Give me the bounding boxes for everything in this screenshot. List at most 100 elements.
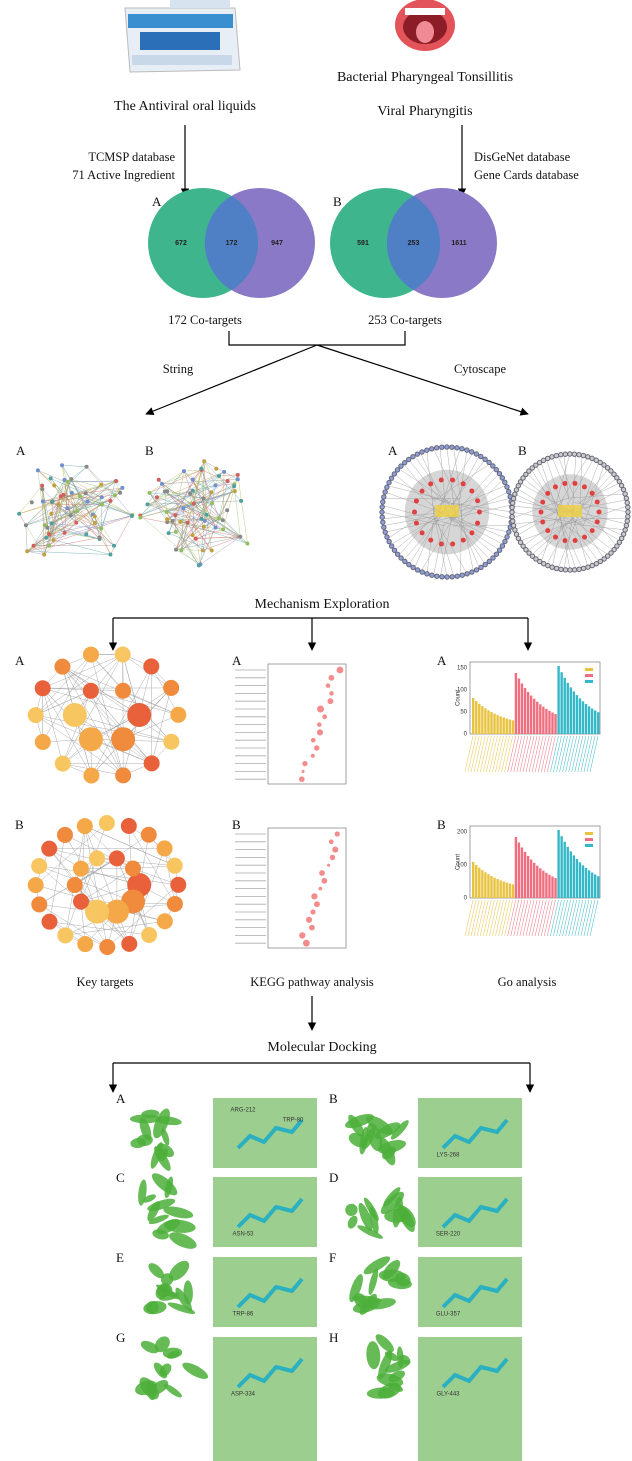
node bbox=[577, 452, 581, 456]
helix bbox=[346, 1214, 360, 1230]
dot bbox=[303, 940, 310, 947]
arrow bbox=[146, 345, 317, 414]
bar bbox=[591, 709, 593, 734]
tool-label: String bbox=[163, 362, 194, 376]
node bbox=[28, 707, 44, 723]
bracket bbox=[229, 331, 405, 345]
bar bbox=[499, 880, 501, 898]
node bbox=[83, 768, 99, 784]
dot bbox=[337, 667, 344, 674]
source-title: The Antiviral oral liquids bbox=[114, 99, 256, 114]
tool-label: Cytoscape bbox=[454, 362, 507, 376]
bar bbox=[567, 847, 569, 898]
node bbox=[41, 499, 45, 503]
bar bbox=[576, 859, 578, 898]
node bbox=[595, 519, 600, 524]
node bbox=[217, 474, 221, 478]
node bbox=[120, 486, 124, 490]
figure: The Antiviral oral liquids Bacterial Pha… bbox=[0, 0, 632, 1461]
node bbox=[59, 494, 63, 498]
panel-letter: C bbox=[116, 1170, 125, 1185]
node bbox=[415, 452, 419, 456]
node bbox=[428, 481, 433, 486]
node bbox=[407, 562, 411, 566]
node bbox=[163, 490, 167, 494]
dot bbox=[317, 722, 322, 727]
panel-letter: A bbox=[232, 653, 242, 668]
node bbox=[582, 484, 587, 489]
bar bbox=[585, 868, 587, 898]
venn-caption: 172 Co-targets bbox=[168, 313, 242, 327]
dot bbox=[311, 738, 316, 743]
node bbox=[163, 680, 179, 696]
bar bbox=[557, 666, 559, 734]
panel-letter: F bbox=[329, 1250, 336, 1265]
node bbox=[36, 468, 40, 472]
node bbox=[118, 491, 122, 495]
node bbox=[420, 489, 425, 494]
node bbox=[510, 505, 514, 509]
legend-key bbox=[585, 838, 593, 841]
node bbox=[500, 476, 504, 480]
node bbox=[47, 544, 51, 548]
dot bbox=[330, 855, 335, 860]
bar bbox=[573, 855, 575, 898]
dot bbox=[314, 745, 319, 750]
node bbox=[170, 877, 186, 893]
bar bbox=[518, 679, 520, 735]
dot bbox=[306, 917, 312, 923]
node bbox=[192, 502, 196, 506]
panel-letter: B bbox=[232, 817, 241, 832]
edge bbox=[39, 866, 178, 885]
bar bbox=[539, 868, 541, 898]
kegg-dotplot bbox=[235, 828, 346, 948]
bar bbox=[524, 852, 526, 898]
node bbox=[450, 445, 454, 449]
node bbox=[491, 464, 495, 468]
node bbox=[474, 452, 478, 456]
node bbox=[17, 512, 21, 516]
node bbox=[186, 521, 190, 525]
node bbox=[221, 518, 225, 522]
node bbox=[623, 492, 627, 496]
node bbox=[621, 487, 625, 491]
node bbox=[112, 544, 116, 548]
panel-letter: B bbox=[437, 817, 446, 832]
node bbox=[382, 525, 386, 529]
dot bbox=[299, 776, 305, 782]
node bbox=[77, 936, 93, 952]
node bbox=[50, 521, 54, 525]
residue-label: TRP-80 bbox=[283, 1118, 304, 1124]
node bbox=[194, 537, 198, 541]
bar bbox=[536, 702, 538, 734]
bar bbox=[490, 876, 492, 898]
node bbox=[402, 460, 406, 464]
dot bbox=[329, 691, 333, 695]
bar bbox=[548, 711, 550, 734]
node bbox=[178, 520, 182, 524]
bar bbox=[515, 673, 517, 734]
node bbox=[99, 939, 115, 955]
bar bbox=[548, 875, 550, 898]
bar bbox=[564, 678, 566, 734]
bar bbox=[591, 873, 593, 898]
edge bbox=[43, 688, 63, 763]
residue-label: ASP-334 bbox=[231, 1392, 256, 1398]
bar bbox=[490, 712, 492, 734]
tick-label: 200 bbox=[457, 830, 468, 836]
key-target-network bbox=[28, 647, 187, 784]
node bbox=[74, 521, 78, 525]
bar bbox=[496, 715, 498, 734]
docking-closeup bbox=[418, 1098, 522, 1168]
bar bbox=[570, 851, 572, 898]
node bbox=[477, 510, 482, 515]
node bbox=[170, 707, 186, 723]
node bbox=[563, 452, 567, 456]
string-network bbox=[17, 463, 134, 556]
node bbox=[225, 508, 229, 512]
node bbox=[167, 896, 183, 912]
plot-frame bbox=[268, 664, 346, 784]
edge bbox=[85, 826, 107, 947]
node bbox=[430, 573, 434, 577]
node bbox=[382, 495, 386, 499]
